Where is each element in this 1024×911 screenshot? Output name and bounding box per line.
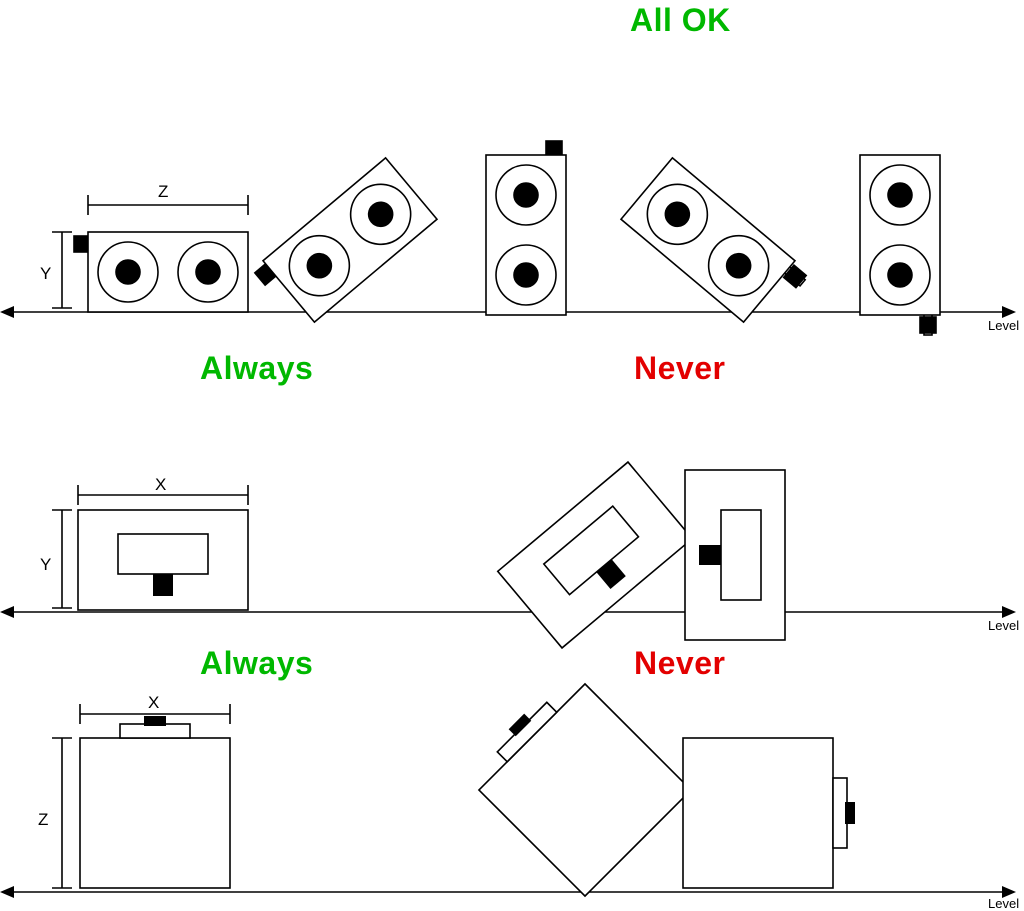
slot-diag: [498, 462, 693, 648]
lbl-x-2: X: [155, 475, 166, 495]
slot-ok: [78, 510, 248, 610]
hdr-never-1: Never: [634, 350, 725, 387]
hdr-always-2: Always: [200, 645, 313, 682]
lbl-z-3: Z: [38, 810, 48, 830]
lbl-level-1: Level: [988, 318, 1019, 333]
hdr-never-2: Never: [634, 645, 725, 682]
lbl-z-1: Z: [158, 182, 168, 202]
slot-vert: [685, 470, 785, 640]
lbl-x-3: X: [148, 693, 159, 713]
diagram-root: All OK Always Never Always Never Z Y X Y…: [0, 0, 1024, 905]
hdr-always-1: Always: [200, 350, 313, 387]
lbl-level-3: Level: [988, 896, 1019, 911]
sp-diag-l: [252, 158, 437, 331]
hdr-all-ok: All OK: [630, 2, 731, 39]
lbl-level-2: Level: [988, 618, 1019, 633]
diagram-svg: [0, 0, 1024, 905]
lbl-y-2: Y: [40, 555, 51, 575]
sp-diag-r: [621, 158, 810, 335]
cube-side: [683, 738, 855, 888]
sp-vert-r: [860, 155, 940, 335]
sp-vert: [486, 141, 566, 315]
cube-diag: [463, 668, 691, 896]
lbl-y-1: Y: [40, 264, 51, 284]
cube-ok: [80, 716, 230, 888]
sp-horiz: [74, 232, 248, 312]
